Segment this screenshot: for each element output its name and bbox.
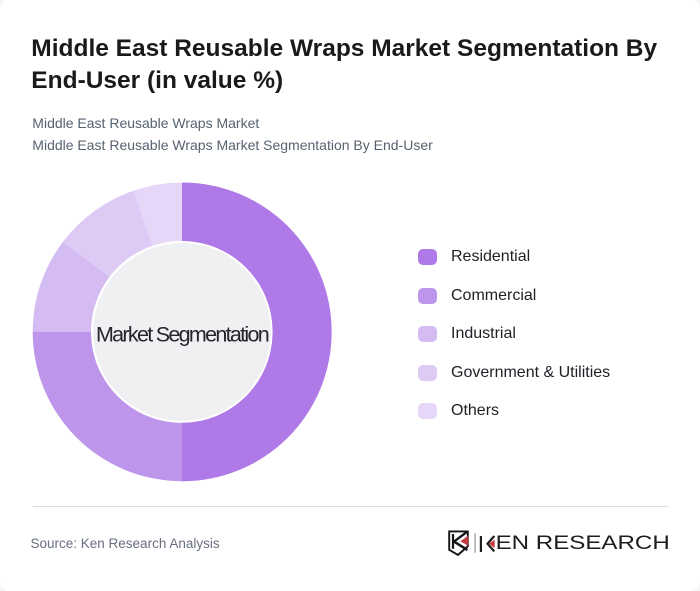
svg-text:Market Segmentation: Market Segmentation <box>96 322 269 346</box>
svg-text:EN RESEARCH: EN RESEARCH <box>496 531 670 553</box>
